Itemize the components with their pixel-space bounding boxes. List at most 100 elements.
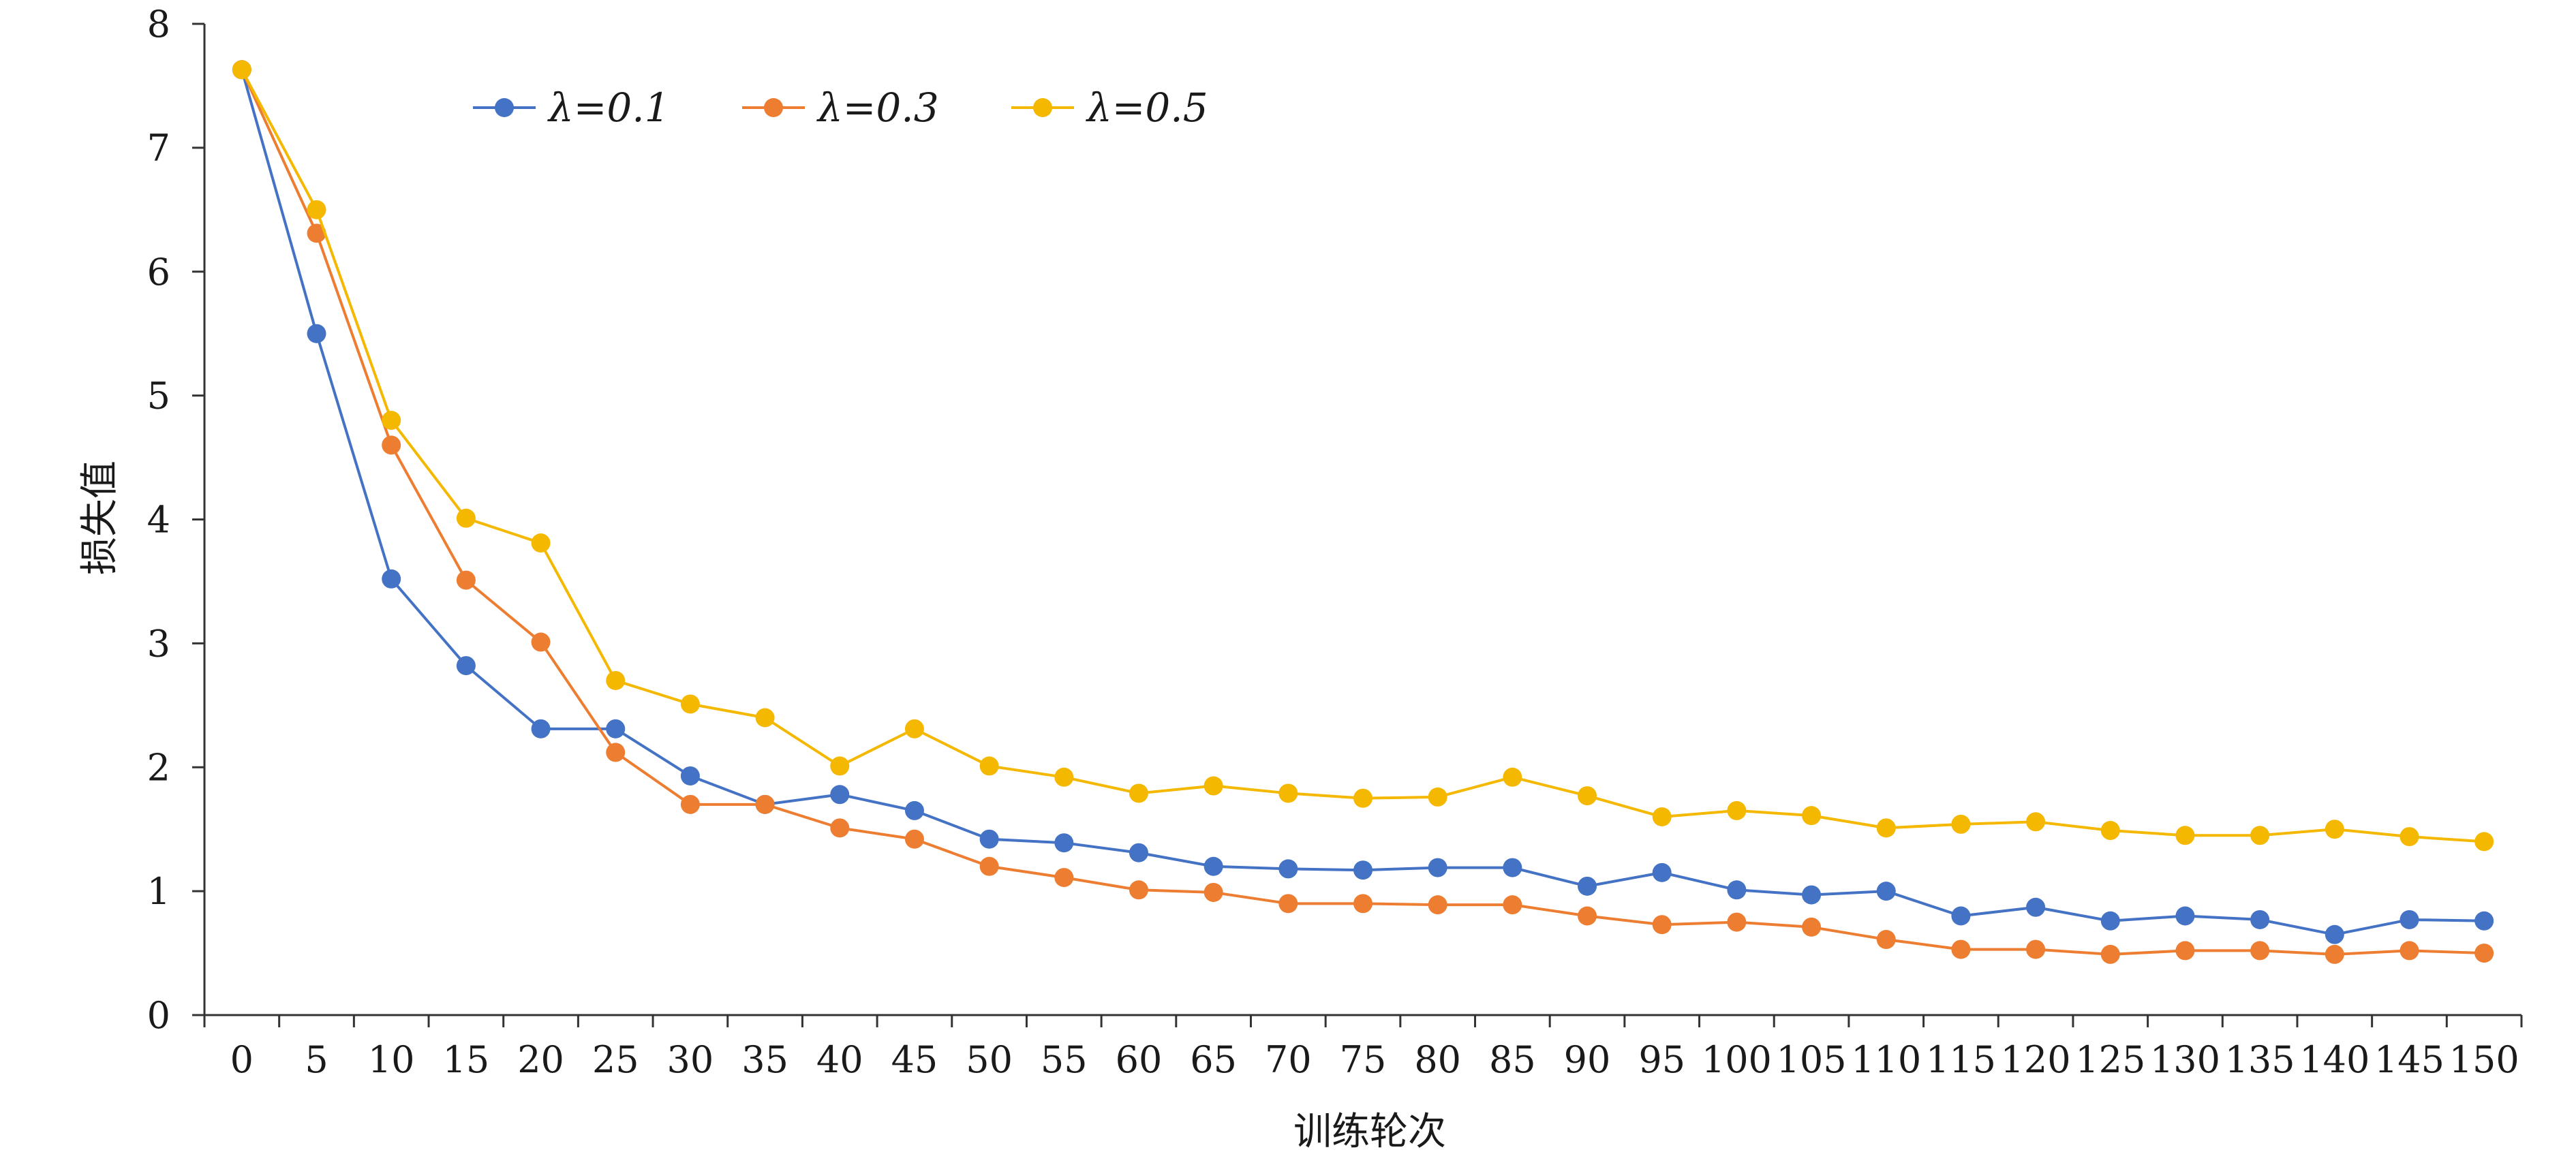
data-point bbox=[830, 785, 850, 805]
data-point bbox=[1054, 868, 1074, 888]
y-tick-label: 6 bbox=[147, 251, 170, 294]
data-point bbox=[1129, 880, 1148, 900]
x-tick-label: 80 bbox=[1414, 1038, 1461, 1081]
data-point bbox=[1353, 788, 1373, 808]
data-point bbox=[1278, 894, 1298, 914]
x-tick-label: 20 bbox=[517, 1038, 564, 1081]
data-point bbox=[2399, 909, 2419, 929]
x-tick-label: 70 bbox=[1265, 1038, 1312, 1081]
data-point bbox=[1129, 843, 1148, 862]
legend-label: λ=0.1 bbox=[547, 84, 670, 131]
x-tick-label: 150 bbox=[2449, 1038, 2519, 1081]
x-tick-label: 5 bbox=[305, 1038, 328, 1081]
data-point bbox=[1951, 814, 1971, 834]
data-point bbox=[307, 200, 326, 219]
data-point bbox=[1203, 882, 1223, 902]
x-tick-label: 90 bbox=[1564, 1038, 1611, 1081]
data-point bbox=[1129, 783, 1148, 803]
x-tick-label: 135 bbox=[2225, 1038, 2295, 1081]
x-tick-label: 130 bbox=[2150, 1038, 2220, 1081]
data-point bbox=[1203, 776, 1223, 796]
data-point bbox=[382, 435, 401, 455]
data-point bbox=[2325, 820, 2344, 839]
x-tick-label: 85 bbox=[1489, 1038, 1536, 1081]
x-tick-label: 60 bbox=[1116, 1038, 1163, 1081]
x-tick-label: 40 bbox=[816, 1038, 863, 1081]
data-point bbox=[2250, 826, 2270, 845]
data-point bbox=[2175, 906, 2195, 926]
data-point bbox=[2325, 944, 2344, 964]
x-tick-label: 45 bbox=[891, 1038, 938, 1081]
x-tick-label: 15 bbox=[443, 1038, 490, 1081]
data-point bbox=[2026, 812, 2046, 832]
x-tick-label: 115 bbox=[1926, 1038, 1996, 1081]
data-point bbox=[232, 60, 251, 80]
x-tick-label: 145 bbox=[2374, 1038, 2444, 1081]
data-point bbox=[2250, 909, 2270, 929]
series-2 bbox=[232, 60, 2494, 964]
series-layer bbox=[232, 60, 2494, 964]
data-point bbox=[830, 756, 850, 776]
x-tick-label: 50 bbox=[966, 1038, 1013, 1081]
data-point bbox=[1578, 906, 1597, 926]
x-tick-label: 65 bbox=[1190, 1038, 1237, 1081]
data-point bbox=[1503, 767, 1522, 787]
data-point bbox=[606, 719, 626, 738]
legend-label: λ=0.5 bbox=[1086, 84, 1208, 131]
data-point bbox=[382, 569, 401, 589]
x-tick-label: 75 bbox=[1340, 1038, 1387, 1081]
legend-item: λ=0.1 bbox=[473, 84, 670, 131]
data-point bbox=[1652, 915, 1672, 935]
data-point bbox=[1652, 862, 1672, 882]
y-tick-label: 0 bbox=[147, 994, 170, 1037]
legend: λ=0.1 λ=0.3 λ=0.5 bbox=[473, 84, 1208, 131]
data-point bbox=[1353, 860, 1373, 880]
x-tick-label: 125 bbox=[2075, 1038, 2145, 1081]
data-point bbox=[307, 324, 326, 343]
y-tick-label: 1 bbox=[147, 870, 170, 913]
x-tick-label: 100 bbox=[1702, 1038, 1772, 1081]
data-point bbox=[382, 411, 401, 430]
data-point bbox=[1353, 894, 1373, 914]
series-1 bbox=[232, 60, 2494, 944]
data-point bbox=[1428, 895, 1447, 915]
x-tick-label: 140 bbox=[2299, 1038, 2370, 1081]
y-axis-title: 损失值 bbox=[78, 461, 122, 575]
data-point bbox=[2100, 944, 2120, 964]
data-point bbox=[1428, 787, 1447, 807]
data-point bbox=[2474, 911, 2494, 931]
y-tick-label: 8 bbox=[147, 3, 170, 46]
series-line bbox=[241, 69, 2485, 843]
data-point bbox=[755, 708, 775, 728]
x-tick-label: 30 bbox=[667, 1038, 714, 1081]
data-point bbox=[1876, 930, 1896, 950]
data-point bbox=[1054, 833, 1074, 853]
data-point bbox=[606, 670, 626, 690]
data-point bbox=[1876, 818, 1896, 838]
y-axis-ticks: 0 1 2 3 4 5 6 7 8 bbox=[147, 3, 204, 1037]
data-point bbox=[1503, 858, 1522, 877]
data-point bbox=[531, 533, 551, 553]
data-point bbox=[979, 756, 999, 776]
data-point bbox=[2175, 826, 2195, 845]
data-point bbox=[456, 656, 476, 676]
x-tick-label: 35 bbox=[741, 1038, 788, 1081]
data-point bbox=[2175, 941, 2195, 961]
data-point bbox=[606, 743, 626, 762]
y-tick-label: 3 bbox=[147, 622, 170, 665]
data-point bbox=[1876, 882, 1896, 901]
y-tick-label: 5 bbox=[147, 375, 170, 418]
data-point bbox=[1951, 939, 1971, 959]
legend-item: λ=0.3 bbox=[742, 84, 939, 131]
data-point bbox=[1428, 858, 1447, 877]
data-point bbox=[1503, 895, 1522, 915]
legend-marker bbox=[495, 98, 514, 117]
data-point bbox=[2399, 827, 2419, 847]
y-tick-label: 2 bbox=[147, 746, 170, 789]
data-point bbox=[307, 223, 326, 243]
data-point bbox=[531, 719, 551, 738]
x-tick-label: 25 bbox=[592, 1038, 639, 1081]
data-point bbox=[904, 719, 924, 738]
data-point bbox=[456, 508, 476, 528]
